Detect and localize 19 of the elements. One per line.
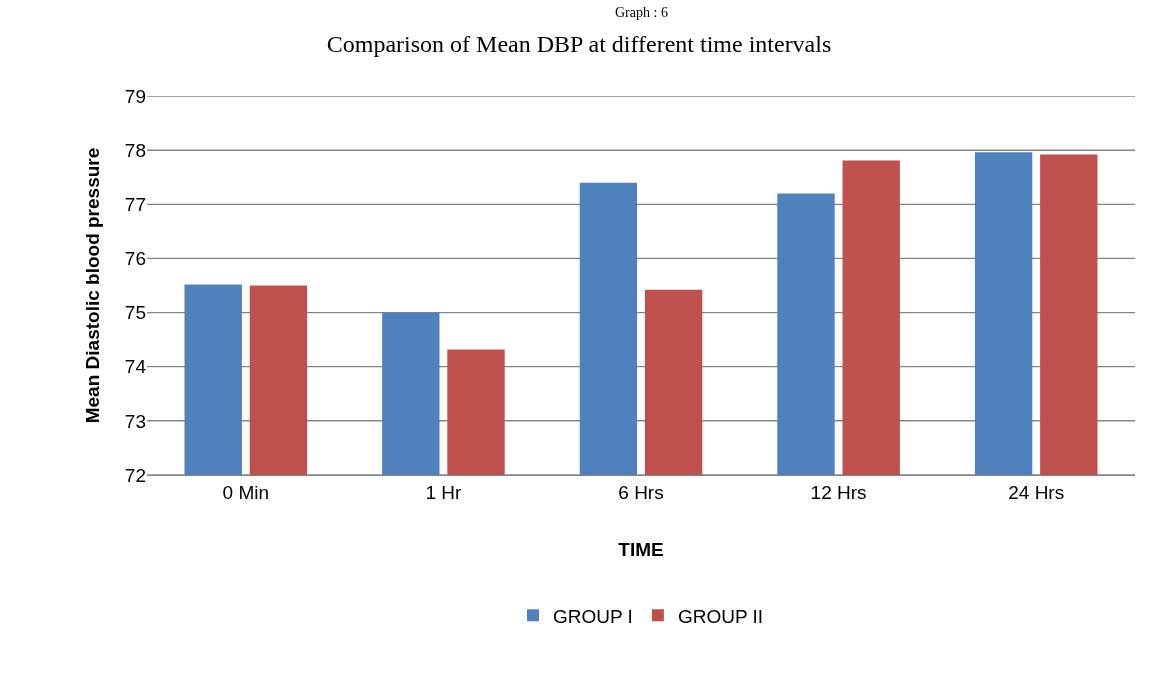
x-tick-label: 24 Hrs bbox=[1008, 481, 1065, 503]
y-tick-label: 78 bbox=[124, 139, 146, 161]
y-tick-label: 76 bbox=[124, 248, 146, 270]
y-tick-label: 79 bbox=[124, 85, 146, 107]
text: Graph : 6 bbox=[615, 5, 668, 20]
x-tick-label: 0 Min bbox=[222, 481, 270, 503]
x-tick-label: 12 Hrs bbox=[810, 481, 867, 503]
x-tick-label: 1 Hr bbox=[425, 481, 463, 503]
x-tick-label: 6 Hrs bbox=[618, 481, 664, 503]
legend-label: GROUP I bbox=[553, 605, 633, 627]
x-axis-title: TIME bbox=[618, 538, 664, 560]
y-axis-title: Mean Diastolic blood pressure bbox=[81, 147, 103, 424]
y-tick-label: 72 bbox=[124, 464, 146, 486]
y-tick-label: 73 bbox=[124, 410, 146, 432]
y-tick-label: 77 bbox=[124, 193, 146, 215]
chart-title: Comparison of Mean DBP at different time intervals bbox=[326, 31, 832, 58]
y-tick-label: 74 bbox=[124, 356, 147, 378]
y-tick-label: 75 bbox=[124, 302, 146, 324]
legend-label: GROUP II bbox=[677, 605, 764, 627]
